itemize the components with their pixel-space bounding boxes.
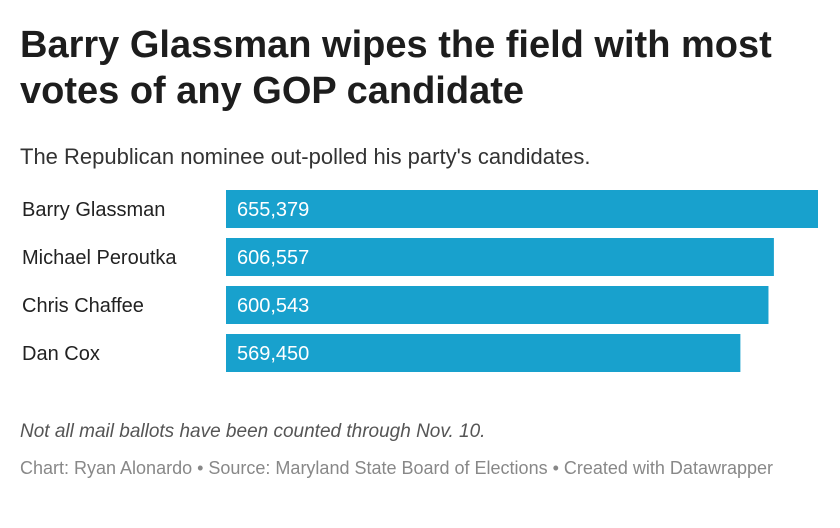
bar-chart: Barry Glassman 655,379 Michael Peroutka 606… — [22, 190, 818, 372]
bar-row: Dan Cox 569,450 — [22, 334, 741, 372]
bar — [226, 286, 769, 324]
bar — [226, 190, 818, 228]
value-label: 569,450 — [237, 343, 309, 365]
bar-row: Michael Peroutka 606,557 — [22, 238, 774, 276]
value-label: 606,557 — [237, 247, 309, 269]
bar-row: Barry Glassman 655,379 — [22, 190, 818, 228]
chart-subtitle: The Republican nominee out-polled his pa… — [20, 144, 591, 169]
chart-credit: Chart: Ryan Alonardo • Source: Maryland … — [20, 458, 773, 478]
bar-row: Chris Chaffee 600,543 — [22, 286, 769, 324]
category-label: Michael Peroutka — [22, 247, 177, 269]
category-label: Dan Cox — [22, 343, 100, 365]
category-label: Barry Glassman — [22, 199, 165, 221]
value-label: 655,379 — [237, 199, 309, 221]
chart-note: Not all mail ballots have been counted t… — [20, 421, 486, 442]
bar — [226, 334, 741, 372]
chart-title: Barry Glassman wipes the field with most… — [20, 24, 772, 112]
bar — [226, 238, 774, 276]
category-label: Chris Chaffee — [22, 295, 144, 317]
value-label: 600,543 — [237, 295, 309, 317]
